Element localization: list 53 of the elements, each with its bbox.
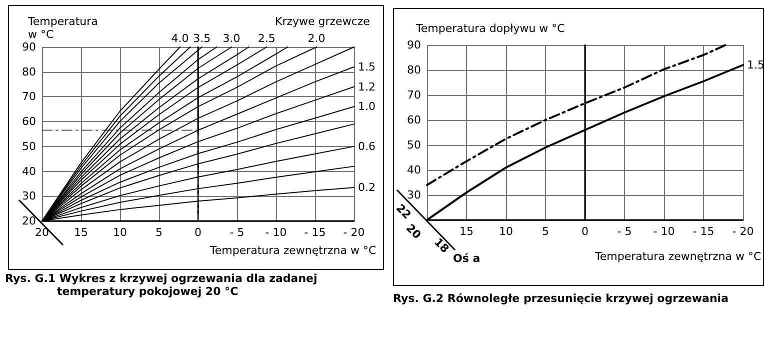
series-label: 1.0 [358,100,376,114]
series-label: 0.6 [358,140,376,153]
legend-title: Krzywe grzewcze [275,15,370,28]
x-tick-label: - 20 [343,226,365,239]
y-tick-label: 70 [22,90,36,104]
series-label: 4.0 [171,32,189,45]
x-tick-label: 0 [194,226,202,239]
text: Rys. G.2 Równoległe przesunięcie krzywej ogrzewania [393,292,730,305]
y-tick-label: 70 [407,88,421,102]
x-tick-label: - 5 [617,225,632,238]
x-axis-title: Temperatura zewnętrzna w °C [210,244,376,257]
x-tick-label: 15 [460,225,474,238]
y-axis-title: Temperatura dopływu w °C [416,22,566,35]
y-tick-label: 90 [407,38,421,52]
series-label: 2.0 [308,32,326,45]
y-axis-title: Temperatura w °C [28,15,98,41]
x-tick-label: 5 [156,226,162,239]
x-tick-label: 10 [113,226,127,239]
y-tick-label: 60 [22,115,36,128]
x-tick-label: - 10 [265,226,287,239]
text: 18 [431,236,452,256]
x-tick-label: 10 [499,225,513,238]
y-tick-label: 90 [22,40,36,54]
y-tick-label: 40 [22,164,36,178]
series-label: 3.5 [193,32,211,45]
text: Rys. G.1 Wykres z krzywej ogrzewania dla zadanej temperatury pokojowej 20 °C [5,272,318,298]
x-tick-label: 5 [542,225,549,238]
x-tick-label: 20 [35,226,49,239]
x-tick-label: 0 [582,225,588,238]
x-axis-title: Temperatura zewnętrzna w °C [595,250,762,263]
y-tick-label: 80 [407,64,421,76]
x-tick-label: 15 [74,226,88,239]
y-tick-label: 80 [22,65,36,78]
x-tick-label: - 15 [692,225,714,238]
x-tick-label: - 20 [732,225,754,238]
series-label: 1.2 [358,80,376,94]
y-tick-label: 40 [407,164,421,176]
y-tick-label: 30 [407,188,421,202]
y-tick-label: 30 [22,190,36,203]
x-tick-label: - 10 [653,225,675,238]
y-tick-label: 60 [407,114,421,126]
series-label: 0.2 [358,180,376,194]
y-tick-label: 20 [22,214,36,228]
series-label: 3.0 [222,32,240,45]
series-label: 2.5 [258,32,276,45]
series-label: 1.5 [747,58,764,72]
text: 22 [393,202,414,222]
x-tick-label: - 15 [304,226,326,239]
series-label: 1.5 [358,60,376,74]
y-tick-label: 50 [407,138,421,152]
y-tick-label: 50 [22,140,36,153]
x-tick-label: - 5 [230,226,244,239]
text: Oś a [453,252,480,265]
